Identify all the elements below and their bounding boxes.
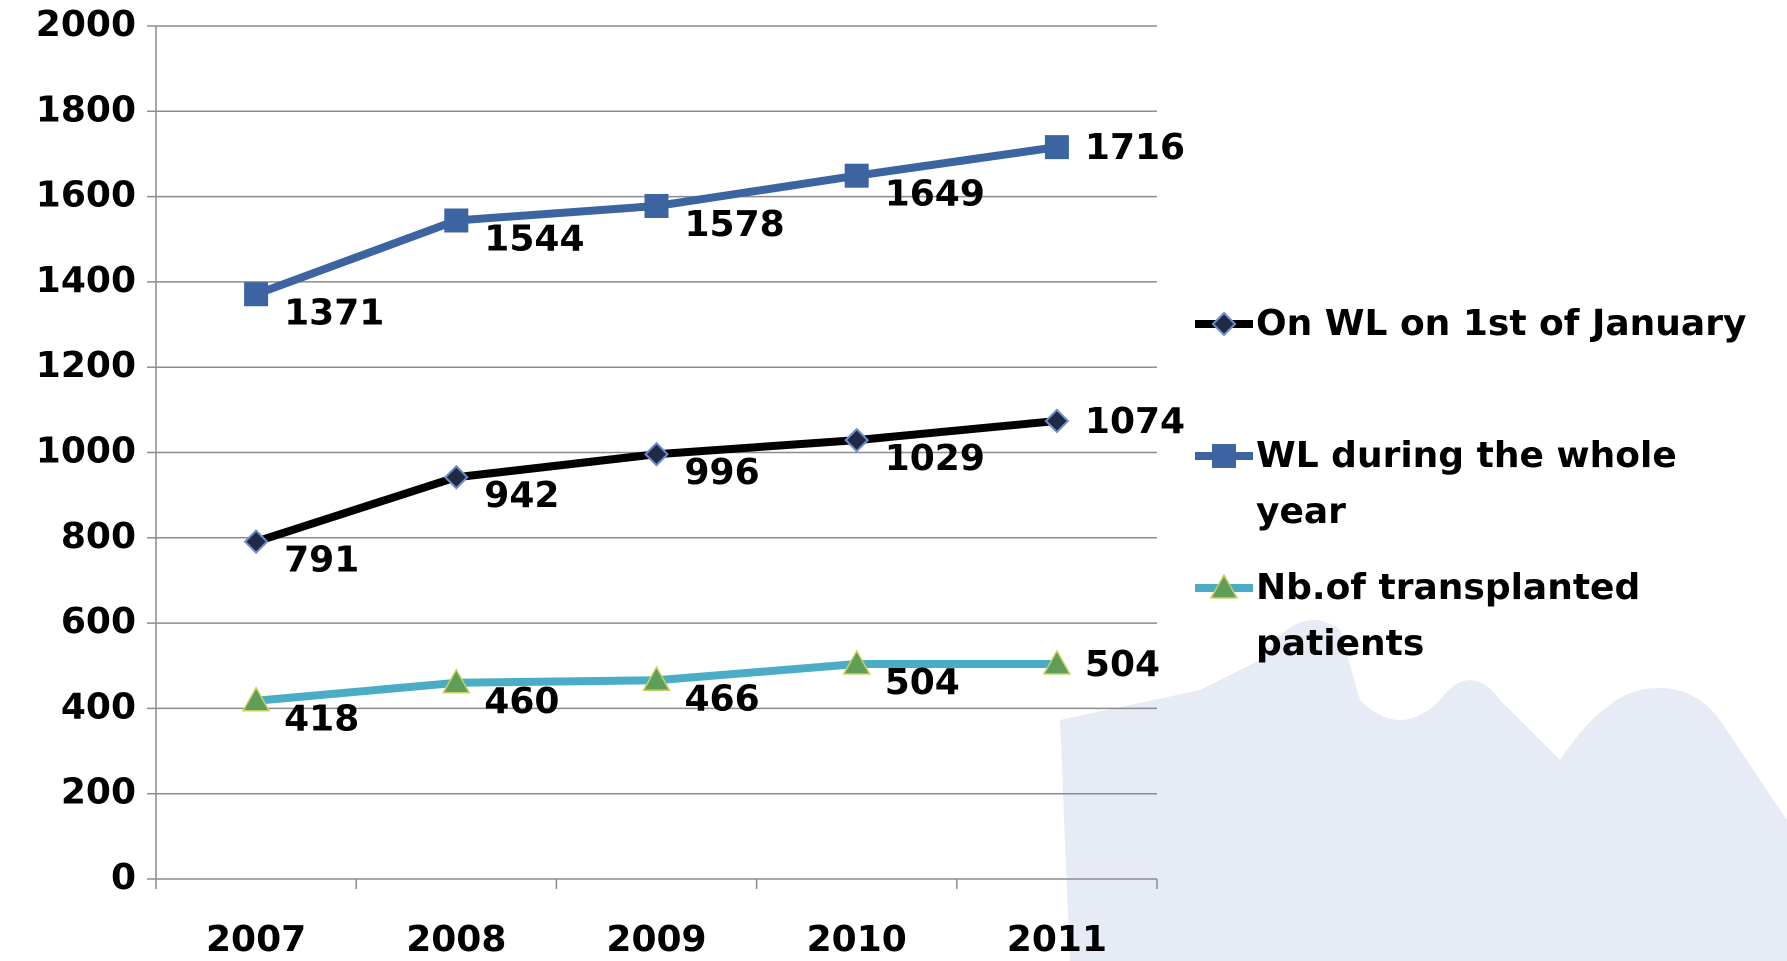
y-tick-label: 2000 <box>36 4 136 45</box>
point-marker <box>445 466 467 488</box>
y-tick-label: 1400 <box>36 260 136 301</box>
x-tick-label: 2007 <box>206 919 306 960</box>
y-tick-label: 1000 <box>36 431 136 472</box>
legend-marker <box>1213 313 1235 335</box>
point-marker <box>244 282 268 306</box>
legend-label: On WL on 1st of January <box>1256 296 1776 352</box>
point-marker <box>444 208 468 232</box>
y-tick-label: 800 <box>61 516 136 557</box>
x-tick-label: 2008 <box>406 919 506 960</box>
data-label: 504 <box>1085 644 1160 685</box>
point-marker <box>845 164 869 188</box>
data-label: 1716 <box>1085 127 1185 168</box>
page: 0 200 400 600 800 1000 1200 1400 1600 1800 2000 200… <box>0 0 1787 961</box>
data-label: 996 <box>685 452 760 493</box>
y-tick-label: 1800 <box>36 89 136 130</box>
data-label: 466 <box>685 678 760 719</box>
x-tick-label: 2011 <box>1007 919 1107 960</box>
legend-label: WL during the whole year <box>1256 428 1776 540</box>
y-tick-label: 600 <box>61 601 136 642</box>
y-tick-label: 1600 <box>36 175 136 216</box>
y-tick-label: 0 <box>111 857 136 898</box>
legend-label: Nb.of transplanted patients <box>1256 560 1676 672</box>
x-tick-label: 2010 <box>807 919 907 960</box>
x-tick-label: 2009 <box>606 919 706 960</box>
data-label: 1578 <box>685 204 785 245</box>
data-label: 418 <box>284 699 359 740</box>
data-label: 1029 <box>885 438 985 479</box>
point-marker <box>846 429 868 451</box>
series-line <box>256 147 1057 294</box>
data-label: 942 <box>484 475 559 516</box>
point-marker <box>245 531 267 553</box>
point-marker <box>1046 410 1068 432</box>
data-label: 504 <box>885 662 960 703</box>
point-marker <box>645 194 669 218</box>
legend-marker <box>1212 444 1236 468</box>
y-tick-label: 400 <box>61 686 136 727</box>
data-label: 460 <box>484 681 559 722</box>
data-label: 1649 <box>885 174 985 215</box>
y-tick-label: 200 <box>61 772 136 813</box>
point-marker <box>1045 135 1069 159</box>
y-tick-label: 1200 <box>36 345 136 386</box>
data-label: 1544 <box>484 218 584 259</box>
point-marker <box>646 443 668 465</box>
data-label: 1371 <box>284 292 384 333</box>
data-label: 1074 <box>1085 401 1185 442</box>
data-label: 791 <box>284 540 359 581</box>
